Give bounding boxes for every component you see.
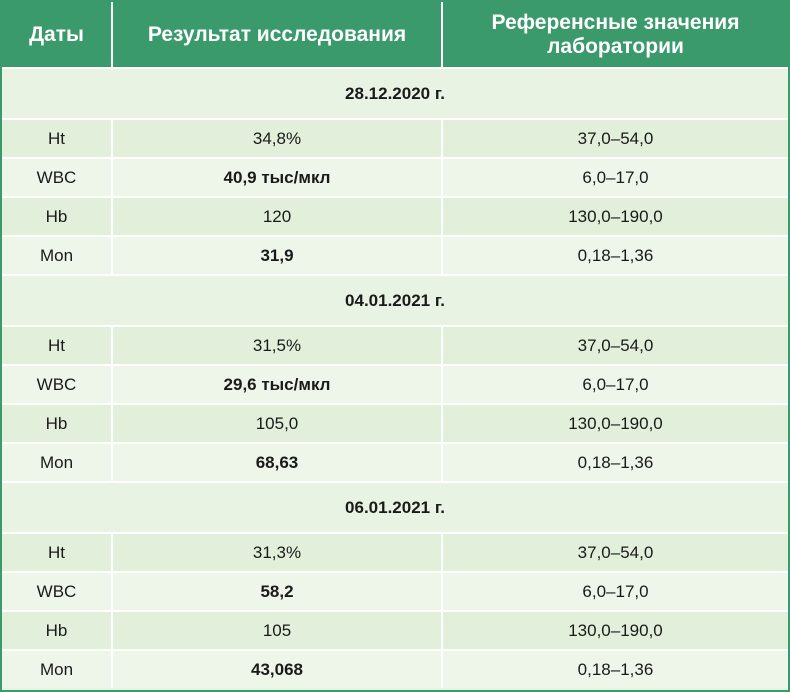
header-result: Результат исследования xyxy=(111,2,442,68)
date-label: 28.12.2020 г. xyxy=(2,67,788,119)
header-dates: Даты xyxy=(2,2,112,68)
param-result: 31,5% xyxy=(111,325,442,365)
param-reference: 130,0–190,0 xyxy=(441,196,788,236)
table-row: Hb 105,0 130,0–190,0 xyxy=(2,403,788,443)
param-result: 43,068 xyxy=(111,649,442,688)
param-name: Ht xyxy=(2,325,112,365)
param-name: Mon xyxy=(2,235,112,275)
param-result: 105,0 xyxy=(111,403,442,443)
date-label: 04.01.2021 г. xyxy=(2,274,788,326)
date-row: 06.01.2021 г. xyxy=(2,481,788,533)
param-name: WBC xyxy=(2,364,112,404)
table-row: WBC 40,9 тыс/мкл 6,0–17,0 xyxy=(2,157,788,197)
param-name: Hb xyxy=(2,610,112,650)
table-row: Ht 31,3% 37,0–54,0 xyxy=(2,532,788,572)
table-row: Ht 34,8% 37,0–54,0 xyxy=(2,118,788,158)
date-row: 04.01.2021 г. xyxy=(2,274,788,326)
param-reference: 37,0–54,0 xyxy=(441,532,788,572)
table-row: Hb 120 130,0–190,0 xyxy=(2,196,788,236)
table-row: Mon 68,63 0,18–1,36 xyxy=(2,442,788,482)
param-result: 120 xyxy=(111,196,442,236)
param-reference: 6,0–17,0 xyxy=(441,157,788,197)
header-row: Даты Результат исследования Референсные … xyxy=(2,2,788,68)
param-reference: 130,0–190,0 xyxy=(441,610,788,650)
table-row: Mon 31,9 0,18–1,36 xyxy=(2,235,788,275)
param-name: Hb xyxy=(2,403,112,443)
param-reference: 6,0–17,0 xyxy=(441,364,788,404)
param-reference: 0,18–1,36 xyxy=(441,649,788,688)
param-name: Hb xyxy=(2,196,112,236)
param-result: 58,2 xyxy=(111,571,442,611)
param-name: Mon xyxy=(2,649,112,688)
param-reference: 130,0–190,0 xyxy=(441,403,788,443)
date-label: 06.01.2021 г. xyxy=(2,481,788,533)
param-result: 29,6 тыс/мкл xyxy=(111,364,442,404)
param-reference: 37,0–54,0 xyxy=(441,118,788,158)
table-row: Mon 43,068 0,18–1,36 xyxy=(2,649,788,688)
table-row: WBC 58,2 6,0–17,0 xyxy=(2,571,788,611)
param-result: 34,8% xyxy=(111,118,442,158)
param-reference: 0,18–1,36 xyxy=(441,442,788,482)
table-row: Ht 31,5% 37,0–54,0 xyxy=(2,325,788,365)
param-name: WBC xyxy=(2,571,112,611)
header-reference: Референсные значения лаборатории xyxy=(441,2,788,68)
param-name: Ht xyxy=(2,118,112,158)
table-row: WBC 29,6 тыс/мкл 6,0–17,0 xyxy=(2,364,788,404)
param-result: 31,3% xyxy=(111,532,442,572)
param-name: Ht xyxy=(2,532,112,572)
param-result: 40,9 тыс/мкл xyxy=(111,157,442,197)
param-name: Mon xyxy=(2,442,112,482)
param-result: 31,9 xyxy=(111,235,442,275)
param-reference: 37,0–54,0 xyxy=(441,325,788,365)
param-result: 105 xyxy=(111,610,442,650)
table-row: Hb 105 130,0–190,0 xyxy=(2,610,788,650)
param-result: 68,63 xyxy=(111,442,442,482)
param-reference: 0,18–1,36 xyxy=(441,235,788,275)
date-row: 28.12.2020 г. xyxy=(2,67,788,119)
param-name: WBC xyxy=(2,157,112,197)
param-reference: 6,0–17,0 xyxy=(441,571,788,611)
